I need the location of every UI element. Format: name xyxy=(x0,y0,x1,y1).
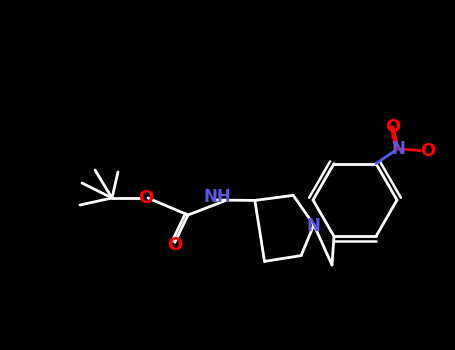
Text: N: N xyxy=(391,140,405,158)
Text: O: O xyxy=(167,236,182,254)
Text: O: O xyxy=(420,142,435,160)
Text: N: N xyxy=(307,217,321,235)
Text: NH: NH xyxy=(203,188,231,206)
Text: O: O xyxy=(138,189,154,207)
Text: O: O xyxy=(385,118,400,136)
